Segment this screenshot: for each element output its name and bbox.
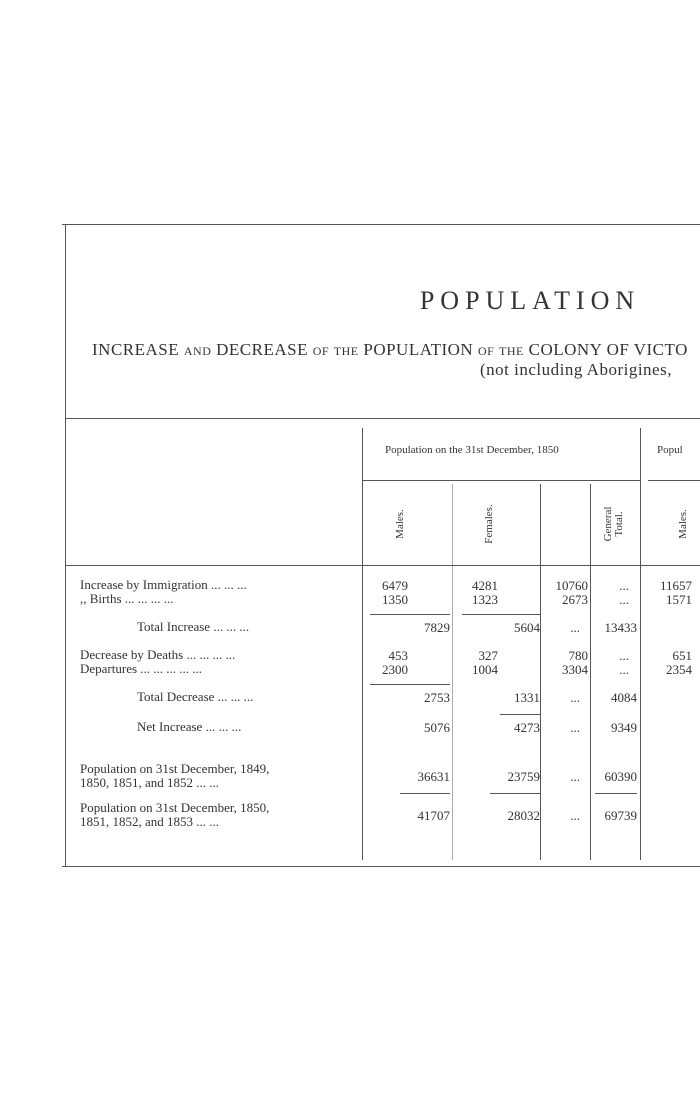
cell: ... xyxy=(619,592,629,607)
group-header: Popul xyxy=(657,444,683,456)
cell: 2300 xyxy=(382,662,408,677)
cell: 1004 xyxy=(472,662,498,677)
cell: 69739 xyxy=(604,808,638,823)
rule xyxy=(62,866,700,867)
row-label: Population on 31st December, 1850, 1851,… xyxy=(80,800,270,829)
title: POPULATION xyxy=(419,286,641,315)
cell: 11657 xyxy=(659,578,692,593)
cell: ... xyxy=(619,662,629,677)
column-header: Females. xyxy=(483,504,495,544)
row-label: ,, Births ... ... ... ... xyxy=(80,591,174,606)
cell: 28032 xyxy=(507,808,541,823)
cell: 1323 xyxy=(472,592,498,607)
cell: 7829 xyxy=(424,620,450,635)
rule xyxy=(540,484,541,860)
row-label: Increase by Immigration ... ... ... xyxy=(80,577,247,592)
cell: ... xyxy=(570,620,580,635)
cell: 6479 xyxy=(382,578,408,593)
rule xyxy=(640,428,641,860)
cell: 453 xyxy=(388,648,409,663)
cell: ... xyxy=(570,720,580,735)
cell: 2753 xyxy=(424,690,450,705)
rule xyxy=(65,224,66,866)
row-label: Population on 31st December, 1849, 1850,… xyxy=(80,761,270,790)
cell: 327 xyxy=(478,648,499,663)
cell: 5604 xyxy=(514,620,540,635)
cell: 5076 xyxy=(424,720,450,735)
rule xyxy=(590,484,591,860)
cell: 4084 xyxy=(611,690,637,705)
row-label: Net Increase ... ... ... xyxy=(137,719,242,734)
cell: 60390 xyxy=(604,769,638,784)
rule xyxy=(648,480,700,481)
cell: 2673 xyxy=(562,592,588,607)
rule xyxy=(500,714,540,715)
cell: 780 xyxy=(568,648,589,663)
cell: 41707 xyxy=(417,808,451,823)
cell: ... xyxy=(570,769,580,784)
cell: 651 xyxy=(672,648,693,663)
rule xyxy=(62,224,700,225)
row-label: Total Decrease ... ... ... xyxy=(137,689,254,704)
cell: 4281 xyxy=(472,578,498,593)
cell: 13433 xyxy=(604,620,638,635)
column-header: Males. xyxy=(394,509,406,539)
rule xyxy=(462,614,540,615)
cell: 23759 xyxy=(507,769,541,784)
cell: 1331 xyxy=(514,690,540,705)
column-header: Males. xyxy=(677,509,689,539)
cell: 2354 xyxy=(666,662,692,677)
cell: 36631 xyxy=(417,769,451,784)
rule xyxy=(362,428,363,860)
rule xyxy=(362,480,640,481)
rule xyxy=(400,793,450,794)
cell: 3304 xyxy=(562,662,588,677)
cell: 1350 xyxy=(382,592,408,607)
row-label: Total Increase ... ... ... xyxy=(137,619,250,634)
rule xyxy=(65,565,700,566)
rule xyxy=(452,484,453,860)
cell: ... xyxy=(619,578,629,593)
subtitle: (not including Aborigines, xyxy=(480,360,672,379)
rule xyxy=(370,684,450,685)
group-header: Population on the 31st December, 1850 xyxy=(385,444,559,456)
subtitle: INCREASE and DECREASE of the POPULATION … xyxy=(92,340,688,359)
rule xyxy=(370,614,450,615)
rule xyxy=(595,793,637,794)
rule xyxy=(490,793,540,794)
cell: 4273 xyxy=(514,720,540,735)
cell: 1571 xyxy=(666,592,692,607)
rule xyxy=(65,418,700,419)
column-header: General Total. xyxy=(602,506,625,542)
row-label: Decrease by Deaths ... ... ... ... xyxy=(80,647,236,662)
cell: ... xyxy=(570,690,580,705)
row-label: Departures ... ... ... ... ... xyxy=(80,661,203,676)
cell: ... xyxy=(619,648,629,663)
cell: 9349 xyxy=(611,720,637,735)
cell: ... xyxy=(570,808,580,823)
cell: 10760 xyxy=(555,578,589,593)
